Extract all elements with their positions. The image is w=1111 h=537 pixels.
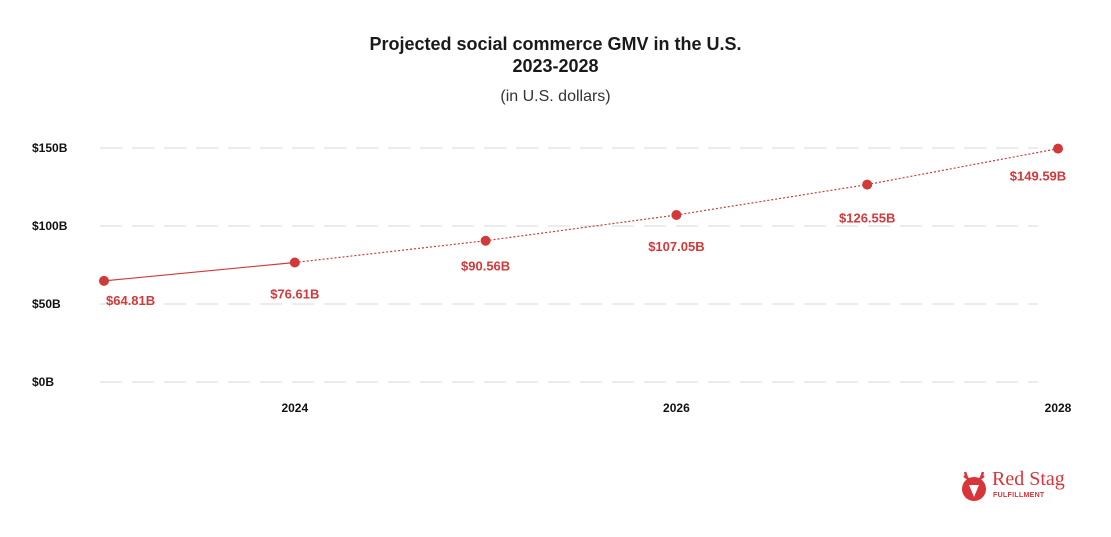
data-point — [862, 179, 873, 190]
data-label: $126.55B — [839, 211, 895, 226]
data-point — [671, 210, 682, 221]
x-tick-label: 2028 — [1045, 401, 1072, 415]
series-line-segment — [103, 261, 295, 282]
stag-icon — [962, 471, 986, 501]
y-tick-label: $100B — [32, 219, 68, 233]
data-point — [480, 235, 491, 246]
data-point — [289, 257, 300, 268]
series-line-segment — [485, 214, 677, 242]
x-tick-label: 2024 — [281, 401, 308, 415]
data-label: $107.05B — [648, 239, 704, 254]
logo-name: Red Stag — [992, 468, 1065, 490]
series-line-segment — [867, 148, 1059, 186]
series-line-segment — [676, 183, 868, 216]
x-tick-label: 2026 — [663, 401, 690, 415]
y-tick-label: $150B — [32, 141, 68, 155]
red-stag-logo: Red Stag FULFILLMENT — [956, 466, 1076, 506]
series-line-segment — [294, 240, 486, 264]
chart-subtitle: (in U.S. dollars) — [500, 88, 611, 105]
data-label: $149.59B — [1010, 169, 1066, 184]
data-point — [99, 275, 109, 286]
y-tick-label: $50B — [32, 297, 61, 311]
chart-title: Projected social commerce GMV in the U.S… — [369, 34, 742, 54]
y-tick-label: $0B — [32, 375, 54, 389]
chart-title-years: 2023-2028 — [512, 56, 599, 76]
data-point — [1053, 143, 1063, 154]
data-label: $64.81B — [106, 293, 155, 308]
data-label: $90.56B — [461, 259, 510, 274]
logo-tagline: FULFILLMENT — [993, 492, 1045, 499]
data-label: $76.61B — [270, 286, 319, 301]
